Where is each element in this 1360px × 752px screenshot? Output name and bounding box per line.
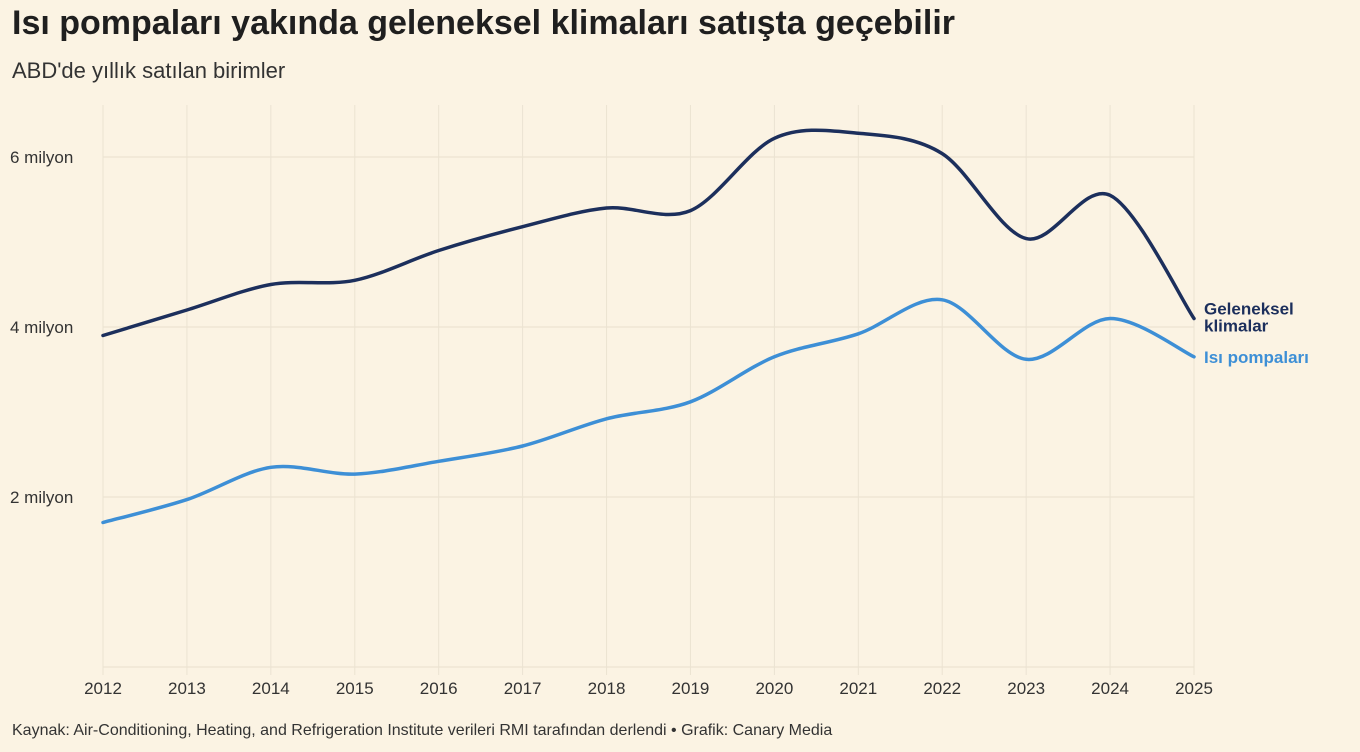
x-tick-label: 2013 — [168, 679, 206, 698]
axis-layer: 2 milyon 4 milyon 6 milyon 2012 2013 2014 2015… — [10, 148, 1213, 698]
x-tick-label: 2020 — [755, 679, 793, 698]
source-note: Kaynak: Air-Conditioning, Heating, and R… — [12, 722, 833, 739]
chart-title: Isı pompaları yakında geleneksel klimala… — [12, 4, 956, 42]
series-layer — [101, 128, 1196, 525]
x-tick-label: 2016 — [420, 679, 458, 698]
x-tick-label: 2019 — [672, 679, 710, 698]
x-tick-label: 2024 — [1091, 679, 1129, 698]
y-tick-label: 2 milyon — [10, 488, 73, 507]
series-end-label: Geleneksel — [1204, 300, 1294, 319]
chart-subtitle: ABD'de yıllık satılan birimler — [12, 58, 286, 83]
grid-layer — [102, 105, 1195, 675]
x-tick-label: 2022 — [923, 679, 961, 698]
x-tick-label: 2018 — [588, 679, 626, 698]
x-tick-label: 2017 — [504, 679, 542, 698]
x-tick-label: 2012 — [84, 679, 122, 698]
x-tick-label: 2025 — [1175, 679, 1213, 698]
x-tick-label: 2014 — [252, 679, 290, 698]
x-tick-label: 2021 — [839, 679, 877, 698]
x-tick-label: 2015 — [336, 679, 374, 698]
y-tick-label: 4 milyon — [10, 318, 73, 337]
y-tick-label: 6 milyon — [10, 148, 73, 167]
series-line — [101, 128, 1196, 338]
series-end-label: klimalar — [1204, 317, 1269, 336]
series-end-label: Isı pompaları — [1204, 348, 1309, 367]
x-tick-label: 2023 — [1007, 679, 1045, 698]
series-line — [101, 297, 1196, 525]
